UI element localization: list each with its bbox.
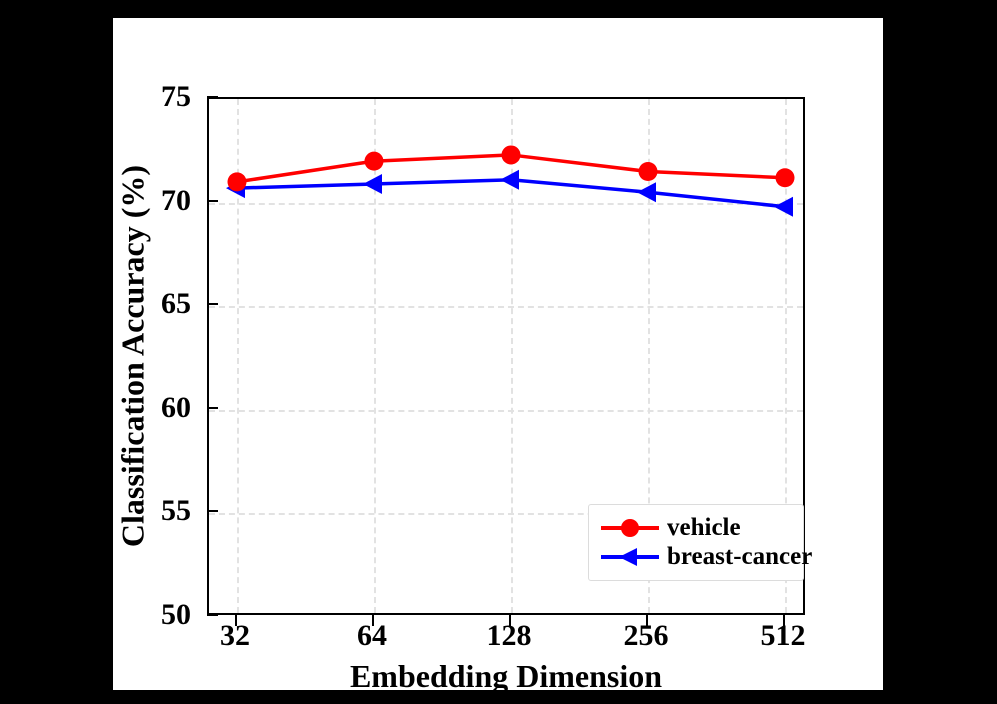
legend-item-vehicle: vehicle [599, 513, 793, 542]
y-axis-tick-mark [207, 303, 218, 306]
y-axis-tick-label: 70 [161, 183, 191, 217]
y-axis-tick-mark [207, 614, 218, 616]
x-axis-tick-mark [235, 615, 237, 626]
y-axis-tick-mark [207, 96, 218, 98]
chart-legend: vehicle breast-cancer [588, 504, 812, 581]
figure-canvas: Classification Accuracy (%) 50 55 60 65 70 75… [113, 18, 883, 694]
legend-marker-triangle-left-icon [599, 545, 661, 569]
data-point-vehicle [227, 172, 247, 192]
data-point-breast-cancer [500, 169, 519, 190]
x-axis-tick-mark [509, 615, 511, 626]
legend-item-breast-cancer: breast-cancer [599, 542, 812, 571]
data-point-vehicle [775, 168, 795, 188]
y-axis-tick-mark [207, 199, 218, 202]
data-point-breast-cancer [774, 196, 793, 217]
legend-label-vehicle: vehicle [667, 514, 741, 541]
series-plot [226, 145, 795, 217]
data-point-breast-cancer [637, 182, 656, 203]
data-point-breast-cancer [363, 173, 382, 194]
y-axis-tick-label: 75 [161, 80, 191, 113]
y-axis-tick-label: 65 [161, 287, 191, 321]
x-axis-title: Embedding Dimension [349, 658, 663, 694]
legend-marker-circle-icon [599, 516, 661, 540]
y-axis-tick-labels: 50 55 60 65 70 75 [113, 82, 191, 630]
y-axis-tick-mark [207, 510, 218, 513]
y-axis-tick-mark [207, 406, 218, 409]
x-axis-tick-mark [783, 615, 785, 626]
data-point-vehicle [501, 145, 521, 165]
data-point-vehicle [364, 151, 384, 171]
plot-area: vehicle breast-cancer [207, 97, 812, 615]
x-axis-tick-mark [646, 615, 648, 626]
y-axis-tick-label: 60 [161, 390, 191, 424]
y-axis-tick-label: 50 [161, 598, 191, 631]
x-axis-tick-labels: 32 64 128 256 512 [207, 621, 806, 661]
legend-label-breast-cancer: breast-cancer [667, 543, 813, 570]
data-point-vehicle [638, 162, 658, 182]
y-axis-tick-label: 55 [161, 494, 191, 528]
x-axis-tick-mark [372, 615, 374, 626]
